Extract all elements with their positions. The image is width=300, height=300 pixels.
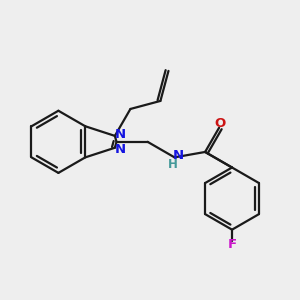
Text: N: N xyxy=(173,149,184,162)
Text: F: F xyxy=(227,238,237,251)
Text: O: O xyxy=(215,117,226,130)
Text: H: H xyxy=(168,158,178,171)
Text: N: N xyxy=(115,142,126,156)
Text: N: N xyxy=(115,128,126,141)
